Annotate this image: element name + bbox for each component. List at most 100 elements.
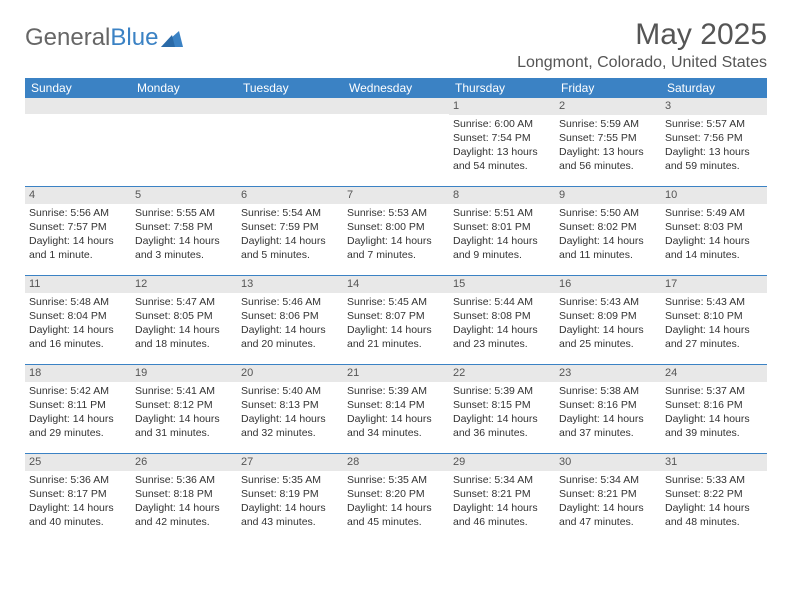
daylight-text: Daylight: 14 hours and 27 minutes.: [665, 323, 763, 351]
sunset-text: Sunset: 8:06 PM: [241, 309, 339, 323]
cell-body: Sunrise: 5:39 AMSunset: 8:15 PMDaylight:…: [449, 384, 555, 443]
cell-body: Sunrise: 5:35 AMSunset: 8:19 PMDaylight:…: [237, 473, 343, 532]
sunset-text: Sunset: 8:20 PM: [347, 487, 445, 501]
sunset-text: Sunset: 8:03 PM: [665, 220, 763, 234]
calendar-cell: 13Sunrise: 5:46 AMSunset: 8:06 PMDayligh…: [237, 276, 343, 364]
day-number: 16: [555, 276, 661, 293]
cell-body: Sunrise: 5:43 AMSunset: 8:10 PMDaylight:…: [661, 295, 767, 354]
calendar-cell: 19Sunrise: 5:41 AMSunset: 8:12 PMDayligh…: [131, 365, 237, 453]
calendar-cell: 25Sunrise: 5:36 AMSunset: 8:17 PMDayligh…: [25, 454, 131, 542]
logo-triangle-icon: [161, 29, 183, 47]
sunset-text: Sunset: 7:58 PM: [135, 220, 233, 234]
day-number: 14: [343, 276, 449, 293]
sunrise-text: Sunrise: 5:36 AM: [29, 473, 127, 487]
day-number: 12: [131, 276, 237, 293]
calendar-cell: 27Sunrise: 5:35 AMSunset: 8:19 PMDayligh…: [237, 454, 343, 542]
sunrise-text: Sunrise: 5:59 AM: [559, 117, 657, 131]
daylight-text: Daylight: 14 hours and 16 minutes.: [29, 323, 127, 351]
daylight-text: Daylight: 14 hours and 45 minutes.: [347, 501, 445, 529]
day-header-mon: Monday: [131, 78, 237, 98]
cell-body: Sunrise: 5:42 AMSunset: 8:11 PMDaylight:…: [25, 384, 131, 443]
cell-body: Sunrise: 5:34 AMSunset: 8:21 PMDaylight:…: [555, 473, 661, 532]
calendar-cell: 16 Sunrise: 5:43 AMSunset: 8:09 PMDayligh…: [555, 276, 661, 364]
daylight-text: Daylight: 14 hours and 31 minutes.: [135, 412, 233, 440]
sunset-text: Sunset: 8:15 PM: [453, 398, 551, 412]
cell-body: Sunrise: 5:45 AMSunset: 8:07 PMDaylight:…: [343, 295, 449, 354]
sunrise-text: Sunrise: 5:51 AM: [453, 206, 551, 220]
day-number: 10: [661, 187, 767, 204]
calendar-cell: 15 Sunrise: 5:44 AMSunset: 8:08 PMDayligh…: [449, 276, 555, 364]
calendar-cell: [343, 98, 449, 186]
calendar-cell: 6Sunrise: 5:54 AMSunset: 7:59 PMDaylight…: [237, 187, 343, 275]
sunset-text: Sunset: 8:19 PM: [241, 487, 339, 501]
cell-body: Sunrise: 5:49 AMSunset: 8:03 PMDaylight:…: [661, 206, 767, 265]
cell-body: Sunrise: 5:59 AMSunset: 7:55 PMDaylight:…: [555, 117, 661, 176]
calendar-cell: 11Sunrise: 5:48 AMSunset: 8:04 PMDayligh…: [25, 276, 131, 364]
location: Longmont, Colorado, United States: [517, 54, 767, 72]
week-row: 1Sunrise: 6:00 AMSunset: 7:54 PMDaylight…: [25, 98, 767, 186]
daylight-text: Daylight: 14 hours and 5 minutes.: [241, 234, 339, 262]
day-number: 3: [661, 98, 767, 115]
daylight-text: Daylight: 14 hours and 40 minutes.: [29, 501, 127, 529]
day-number: 31: [661, 454, 767, 471]
sunrise-text: Sunrise: 5:50 AM: [559, 206, 657, 220]
sunset-text: Sunset: 8:07 PM: [347, 309, 445, 323]
daylight-text: Daylight: 14 hours and 9 minutes.: [453, 234, 551, 262]
cell-body: Sunrise: 5:51 AMSunset: 8:01 PMDaylight:…: [449, 206, 555, 265]
sunset-text: Sunset: 8:01 PM: [453, 220, 551, 234]
calendar-cell: 24Sunrise: 5:37 AMSunset: 8:16 PMDayligh…: [661, 365, 767, 453]
cell-body: Sunrise: 5:40 AMSunset: 8:13 PMDaylight:…: [237, 384, 343, 443]
week-row: 11Sunrise: 5:48 AMSunset: 8:04 PMDayligh…: [25, 275, 767, 364]
sunrise-text: Sunrise: 5:56 AM: [29, 206, 127, 220]
day-number: 18: [25, 365, 131, 382]
day-number: 22: [449, 365, 555, 382]
cell-body: Sunrise: 5:54 AMSunset: 7:59 PMDaylight:…: [237, 206, 343, 265]
calendar: Sunday Monday Tuesday Wednesday Thursday…: [25, 78, 767, 542]
calendar-cell: 21Sunrise: 5:39 AMSunset: 8:14 PMDayligh…: [343, 365, 449, 453]
day-number: 19: [131, 365, 237, 382]
calendar-cell: 26Sunrise: 5:36 AMSunset: 8:18 PMDayligh…: [131, 454, 237, 542]
cell-body: Sunrise: 5:53 AMSunset: 8:00 PMDaylight:…: [343, 206, 449, 265]
day-number: 1: [449, 98, 555, 115]
day-header-sat: Saturday: [661, 78, 767, 98]
cell-body: Sunrise: 5:57 AMSunset: 7:56 PMDaylight:…: [661, 117, 767, 176]
cell-body: Sunrise: 5:38 AMSunset: 8:16 PMDaylight:…: [555, 384, 661, 443]
calendar-cell: 12 Sunrise: 5:47 AMSunset: 8:05 PMDayligh…: [131, 276, 237, 364]
day-number: 26: [131, 454, 237, 471]
day-number: 29: [449, 454, 555, 471]
sunrise-text: Sunrise: 5:54 AM: [241, 206, 339, 220]
daylight-text: Daylight: 14 hours and 20 minutes.: [241, 323, 339, 351]
sunset-text: Sunset: 8:16 PM: [665, 398, 763, 412]
day-number: 17: [661, 276, 767, 293]
cell-body: Sunrise: 5:44 AMSunset: 8:08 PMDaylight:…: [449, 295, 555, 354]
day-number: [237, 98, 343, 114]
sunset-text: Sunset: 7:55 PM: [559, 131, 657, 145]
calendar-cell: 7Sunrise: 5:53 AMSunset: 8:00 PMDaylight…: [343, 187, 449, 275]
calendar-cell: 10 Sunrise: 5:49 AMSunset: 8:03 PMDayligh…: [661, 187, 767, 275]
cell-body: Sunrise: 5:47 AMSunset: 8:05 PMDaylight:…: [131, 295, 237, 354]
sunset-text: Sunset: 8:05 PM: [135, 309, 233, 323]
week-row: 25Sunrise: 5:36 AMSunset: 8:17 PMDayligh…: [25, 453, 767, 542]
day-header-fri: Friday: [555, 78, 661, 98]
day-number: 28: [343, 454, 449, 471]
sunrise-text: Sunrise: 6:00 AM: [453, 117, 551, 131]
sunrise-text: Sunrise: 5:33 AM: [665, 473, 763, 487]
calendar-cell: 18 Sunrise: 5:42 AMSunset: 8:11 PMDayligh…: [25, 365, 131, 453]
sunset-text: Sunset: 8:09 PM: [559, 309, 657, 323]
sunset-text: Sunset: 8:14 PM: [347, 398, 445, 412]
cell-body: Sunrise: 5:36 AMSunset: 8:17 PMDaylight:…: [25, 473, 131, 532]
day-number: 13: [237, 276, 343, 293]
cell-body: Sunrise: 5:43 AMSunset: 8:09 PMDaylight:…: [555, 295, 661, 354]
calendar-cell: 31Sunrise: 5:33 AMSunset: 8:22 PMDayligh…: [661, 454, 767, 542]
calendar-cell: 28Sunrise: 5:35 AMSunset: 8:20 PMDayligh…: [343, 454, 449, 542]
calendar-cell: 23Sunrise: 5:38 AMSunset: 8:16 PMDayligh…: [555, 365, 661, 453]
sunrise-text: Sunrise: 5:41 AM: [135, 384, 233, 398]
sunrise-text: Sunrise: 5:47 AM: [135, 295, 233, 309]
sunrise-text: Sunrise: 5:53 AM: [347, 206, 445, 220]
sunset-text: Sunset: 8:02 PM: [559, 220, 657, 234]
sunrise-text: Sunrise: 5:57 AM: [665, 117, 763, 131]
sunrise-text: Sunrise: 5:37 AM: [665, 384, 763, 398]
day-number: [25, 98, 131, 114]
day-number: 15: [449, 276, 555, 293]
daylight-text: Daylight: 14 hours and 23 minutes.: [453, 323, 551, 351]
